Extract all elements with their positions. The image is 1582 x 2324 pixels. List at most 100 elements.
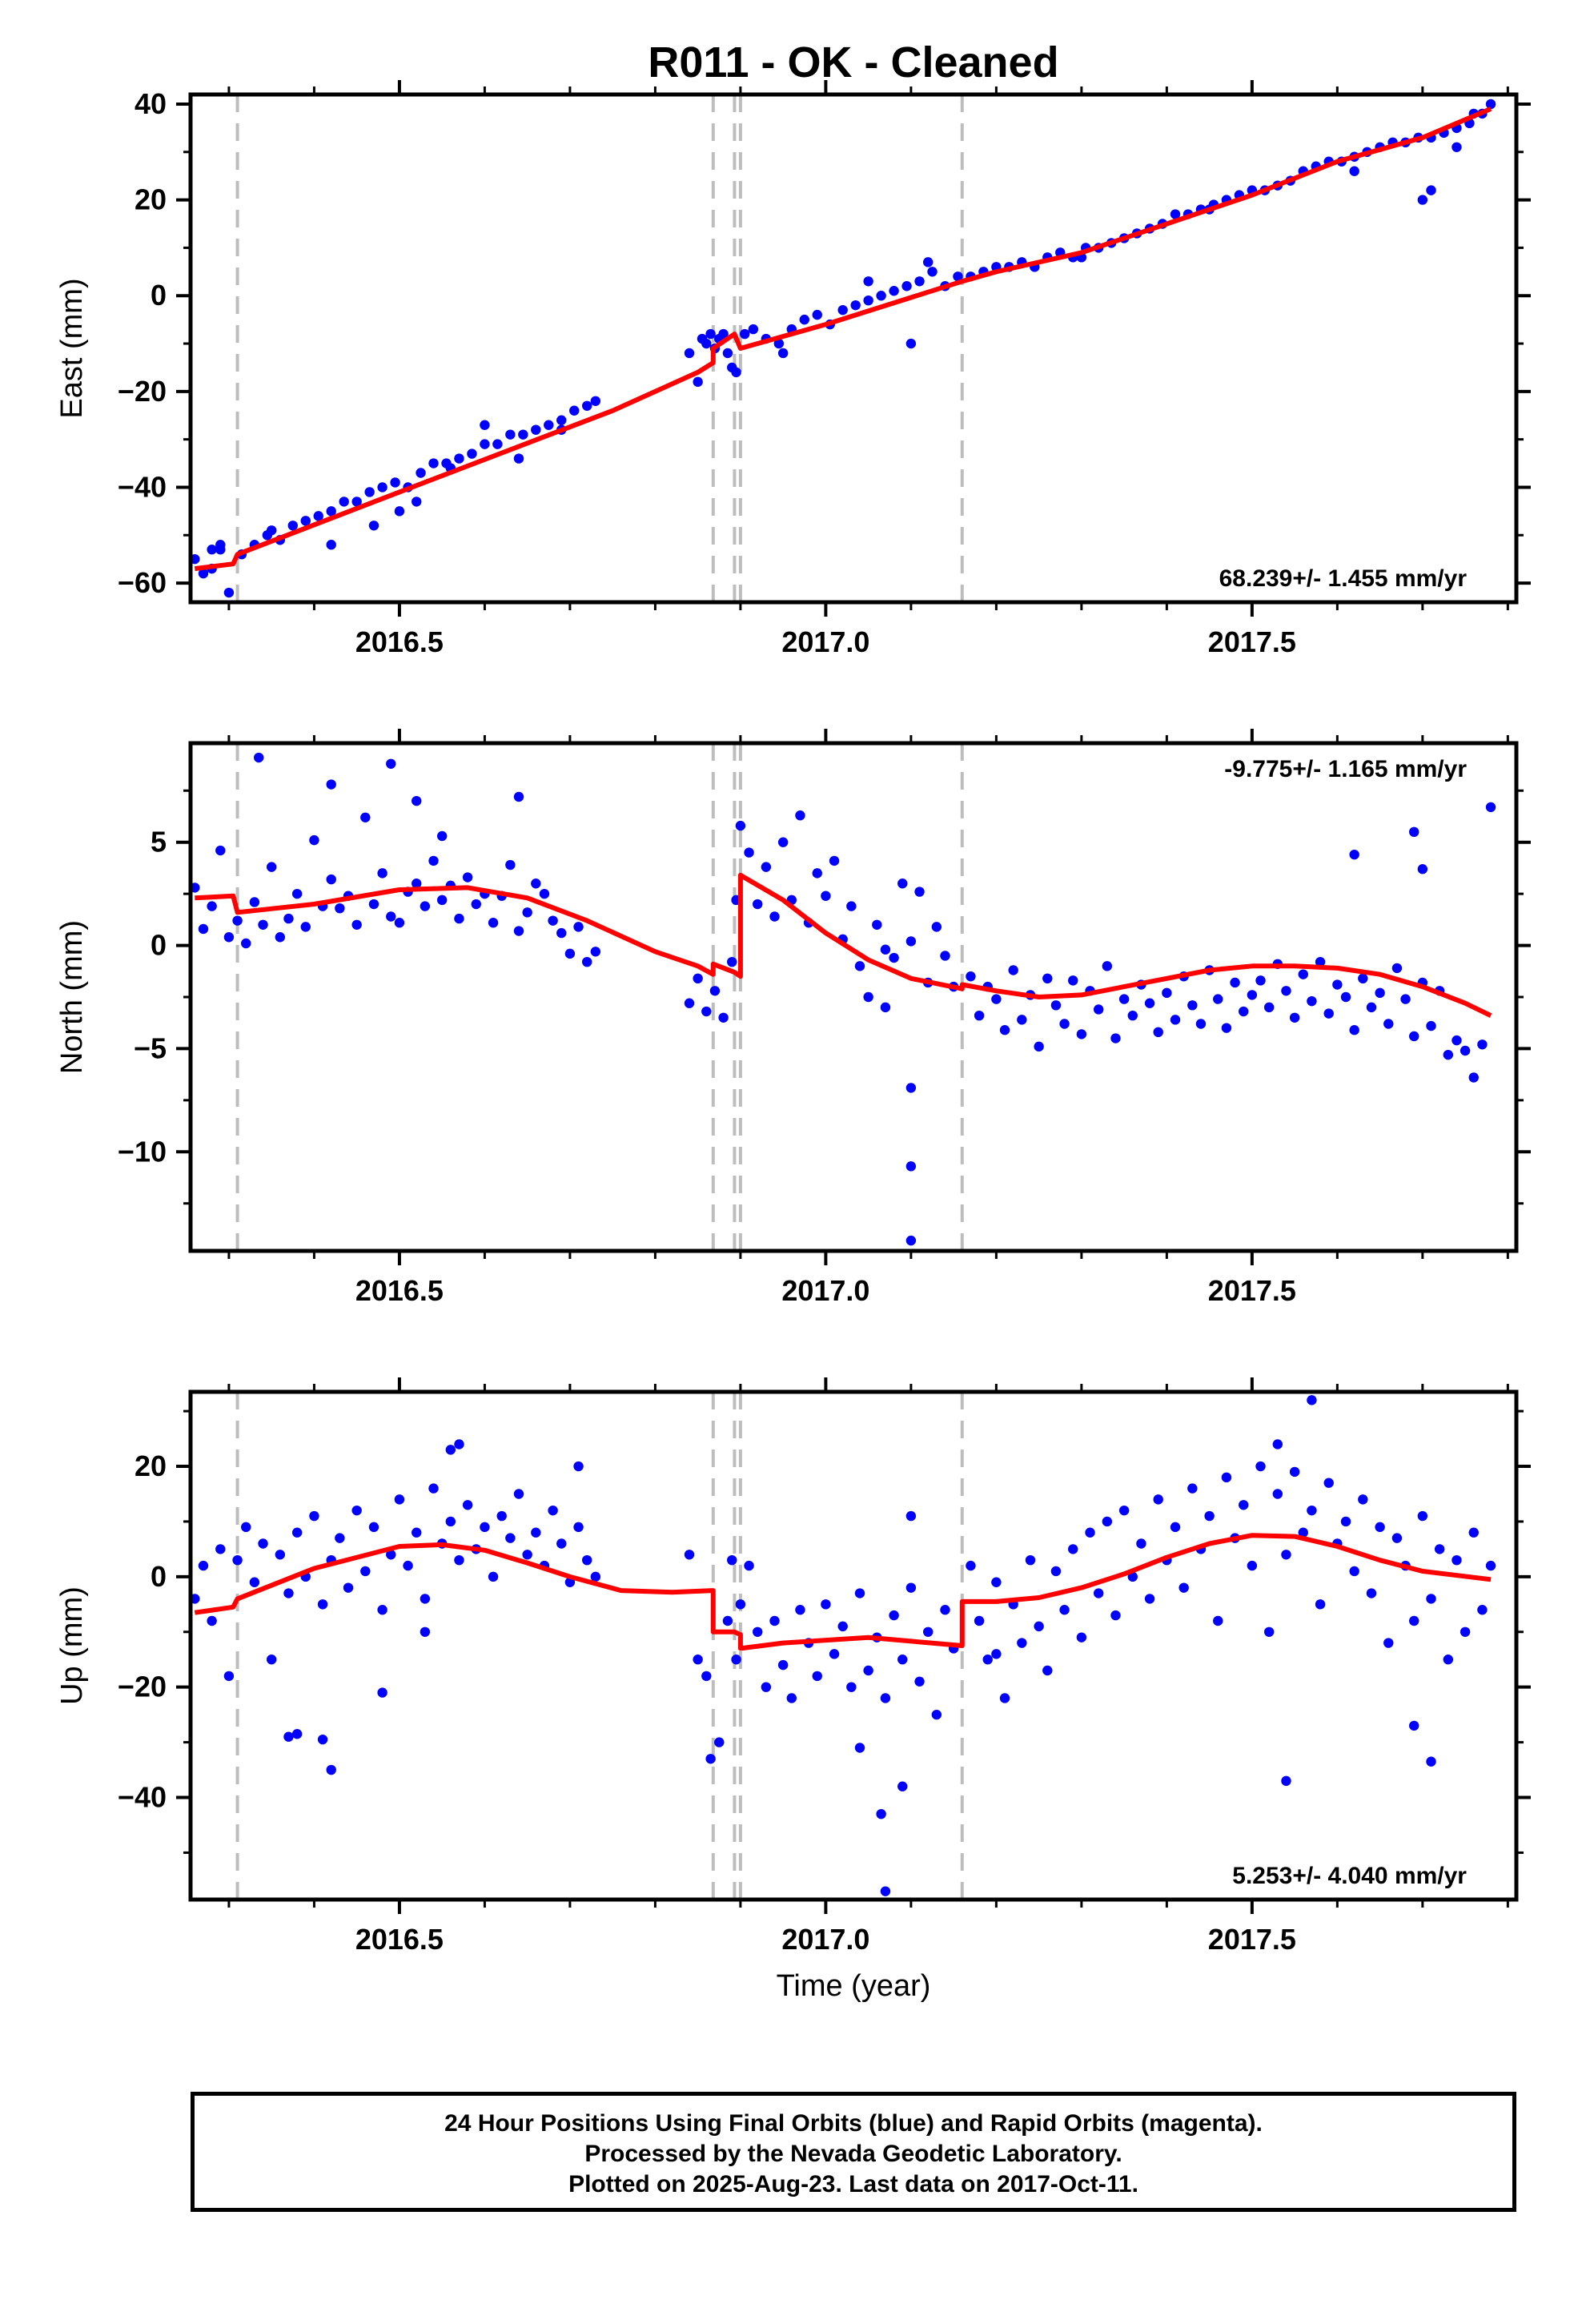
up-data-point xyxy=(505,1533,516,1543)
up-data-point xyxy=(223,1671,235,1682)
up-data-point xyxy=(335,1533,345,1543)
up-data-point xyxy=(1426,1756,1436,1767)
north-data-point xyxy=(207,901,217,911)
north-data-point xyxy=(1366,1002,1377,1013)
up-data-point xyxy=(377,1687,387,1698)
up-plot-area xyxy=(191,1392,1516,1900)
north-data-point xyxy=(914,887,925,897)
up-data-point xyxy=(283,1588,294,1598)
east-ytick-label: 40 xyxy=(135,87,167,120)
up-data-point xyxy=(1426,1594,1436,1604)
up-data-point xyxy=(1221,1472,1232,1483)
up-data-point xyxy=(1187,1483,1198,1494)
up-data-point xyxy=(377,1605,387,1615)
up-data-point xyxy=(1434,1544,1445,1554)
north-data-point xyxy=(522,907,532,918)
up-data-point xyxy=(420,1626,431,1637)
east-data-point xyxy=(492,439,503,449)
east-ytick-label: −60 xyxy=(118,566,167,599)
north-data-point xyxy=(880,1002,891,1013)
up-data-point xyxy=(1042,1665,1053,1676)
up-panel: −40 −20 0 20 2016.5 2017.0 2017.5 Up (mm) Time (… xyxy=(55,1377,1531,2003)
north-data-point xyxy=(1409,826,1419,838)
up-data-point xyxy=(445,1516,456,1527)
north-data-point xyxy=(1263,1002,1275,1013)
footer-line-2: Processed by the Nevada Geodetic Laborat… xyxy=(584,2141,1122,2167)
north-data-point xyxy=(1230,977,1240,988)
north-data-point xyxy=(556,927,567,939)
north-data-point xyxy=(386,911,396,922)
north-data-point xyxy=(436,830,448,842)
east-data-point xyxy=(215,545,226,555)
up-ytick-label: −40 xyxy=(118,1781,167,1814)
up-data-point xyxy=(1255,1461,1266,1472)
up-data-point xyxy=(1068,1544,1078,1554)
east-model-line xyxy=(194,107,1492,572)
up-data-point xyxy=(722,1615,733,1626)
up-data-point xyxy=(854,1588,865,1598)
north-data-point xyxy=(1358,973,1368,984)
up-data-point xyxy=(454,1439,464,1449)
up-data-point xyxy=(761,1682,772,1692)
north-data-point xyxy=(854,961,865,971)
up-data-point xyxy=(1110,1610,1121,1621)
north-data-point xyxy=(1239,1006,1249,1017)
north-data-point xyxy=(1017,1015,1027,1025)
up-ylabel: Up (mm) xyxy=(55,1586,89,1705)
north-data-point xyxy=(1230,0,1239,5)
up-data-point xyxy=(309,1510,319,1522)
north-data-point xyxy=(1452,1035,1462,1046)
north-data-point xyxy=(471,899,481,910)
north-data-point xyxy=(769,911,780,922)
up-data-point xyxy=(880,1886,891,1896)
east-data-point xyxy=(394,506,405,517)
up-data-point xyxy=(207,1615,217,1626)
north-data-point xyxy=(1144,998,1155,1008)
north-data-point xyxy=(1034,1041,1044,1052)
up-data-point xyxy=(445,1445,456,1455)
up-data-point xyxy=(1136,1538,1146,1549)
north-data-point xyxy=(880,944,891,955)
figure-title: R011 - OK - Cleaned xyxy=(648,38,1058,86)
north-data-point xyxy=(966,971,976,982)
east-data-point xyxy=(799,314,809,325)
east-data-point xyxy=(191,553,200,565)
east-data-point xyxy=(740,328,750,340)
up-data-point xyxy=(556,1538,567,1549)
up-data-point xyxy=(727,1554,737,1566)
east-data-point xyxy=(339,497,349,507)
up-data-point xyxy=(999,1693,1010,1703)
north-data-point xyxy=(1042,973,1053,984)
up-data-point xyxy=(1153,1494,1163,1505)
north-data-point xyxy=(1375,987,1385,999)
north-data-point xyxy=(1477,1039,1488,1050)
north-data-point xyxy=(795,810,805,821)
north-data-point xyxy=(829,855,840,866)
up-ytick-label: −20 xyxy=(118,1671,167,1703)
up-data-point xyxy=(786,1693,797,1703)
north-data-point xyxy=(1349,1025,1359,1035)
north-data-point xyxy=(223,932,235,943)
north-data-point xyxy=(1323,1008,1334,1019)
up-data-point xyxy=(1315,1599,1326,1610)
north-data-point xyxy=(412,879,422,889)
north-data-point xyxy=(718,1012,729,1023)
north-data-point xyxy=(249,897,260,907)
north-data-point xyxy=(1391,963,1403,974)
north-data-point xyxy=(812,868,822,879)
east-data-point xyxy=(480,439,490,449)
north-data-point xyxy=(1443,1049,1454,1060)
north-data-point xyxy=(300,922,311,932)
up-data-point xyxy=(317,1599,328,1610)
up-data-point xyxy=(326,1764,336,1775)
east-ytick-label: −20 xyxy=(118,375,167,408)
north-data-point xyxy=(326,779,336,790)
north-data-point xyxy=(872,919,882,930)
panels: −60 −40 −20 0 20 40 2016.5 2017.0 2017.5 East (mm… xyxy=(55,0,1531,2003)
east-data-point xyxy=(351,497,362,507)
east-data-point xyxy=(905,338,917,349)
north-rate-annotation: -9.775+/- 1.165 mm/yr xyxy=(1224,756,1467,782)
up-data-point xyxy=(191,1594,200,1604)
up-data-point xyxy=(1085,1527,1095,1538)
up-data-point xyxy=(940,1605,950,1615)
